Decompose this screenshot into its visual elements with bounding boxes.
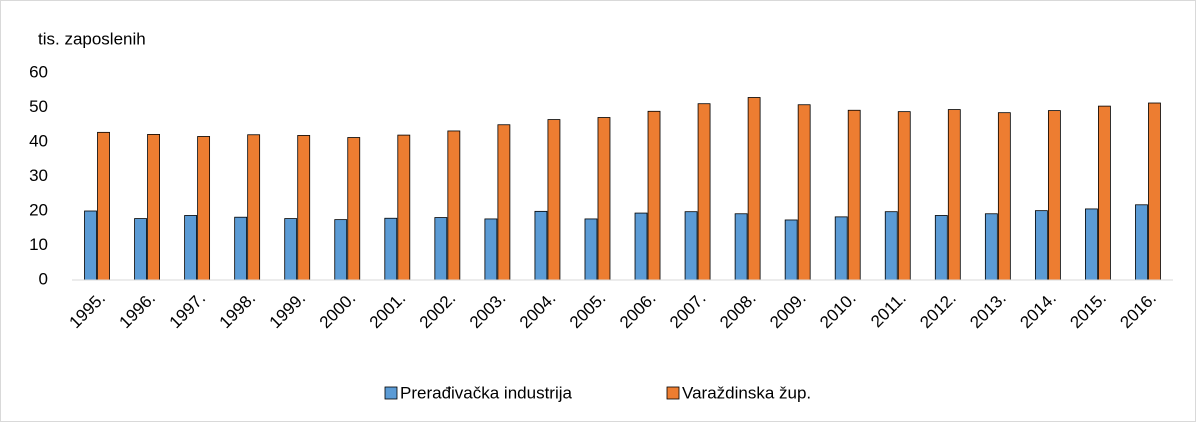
bar [1047,110,1061,281]
bar [397,134,411,281]
bar [434,217,448,281]
bar [897,111,911,281]
bar [697,103,711,281]
bar [1098,105,1111,281]
bar [1034,210,1048,281]
bar [684,211,698,281]
bar [234,216,248,281]
bar [584,218,598,281]
bar [934,215,948,281]
legend-swatch [666,386,680,400]
bar [784,219,798,281]
bar [1135,204,1148,281]
bar [384,217,398,281]
bar [447,130,461,281]
y-tick-label: 60 [29,62,48,81]
bar [497,124,511,281]
bar [847,109,861,281]
bar [534,210,548,281]
bar [297,135,311,281]
bar [947,109,961,281]
y-tick-label: 40 [29,131,48,150]
y-tick-label: 0 [39,269,48,288]
y-tick-label: 50 [29,97,48,116]
y-tick-label: 10 [29,235,48,254]
bar [84,210,97,281]
y-tick-label: 30 [29,166,48,185]
bar [247,134,261,281]
bar [1148,102,1161,281]
bar [884,211,898,281]
bar [484,218,498,281]
bar [1085,208,1098,281]
bar [284,218,298,281]
bar [347,137,361,281]
bar [197,136,211,281]
bar [597,117,611,281]
bar [547,119,561,281]
bar [797,104,811,281]
bar [184,215,198,281]
legend-swatch [384,386,398,400]
bar [734,213,748,281]
legend-label: Varaždinska žup. [682,383,811,402]
bar [147,134,160,281]
legend-label: Prerađivačka industrija [400,383,573,402]
bar [134,218,147,281]
y-axis-label: tis. zaposlenih [38,29,146,48]
bar [834,216,848,281]
y-tick-label: 20 [29,200,48,219]
bar [334,219,348,281]
bar [647,110,661,281]
bar [997,112,1011,281]
bar [634,212,648,281]
bar [97,131,110,281]
bar [747,97,761,281]
bar [984,213,998,281]
